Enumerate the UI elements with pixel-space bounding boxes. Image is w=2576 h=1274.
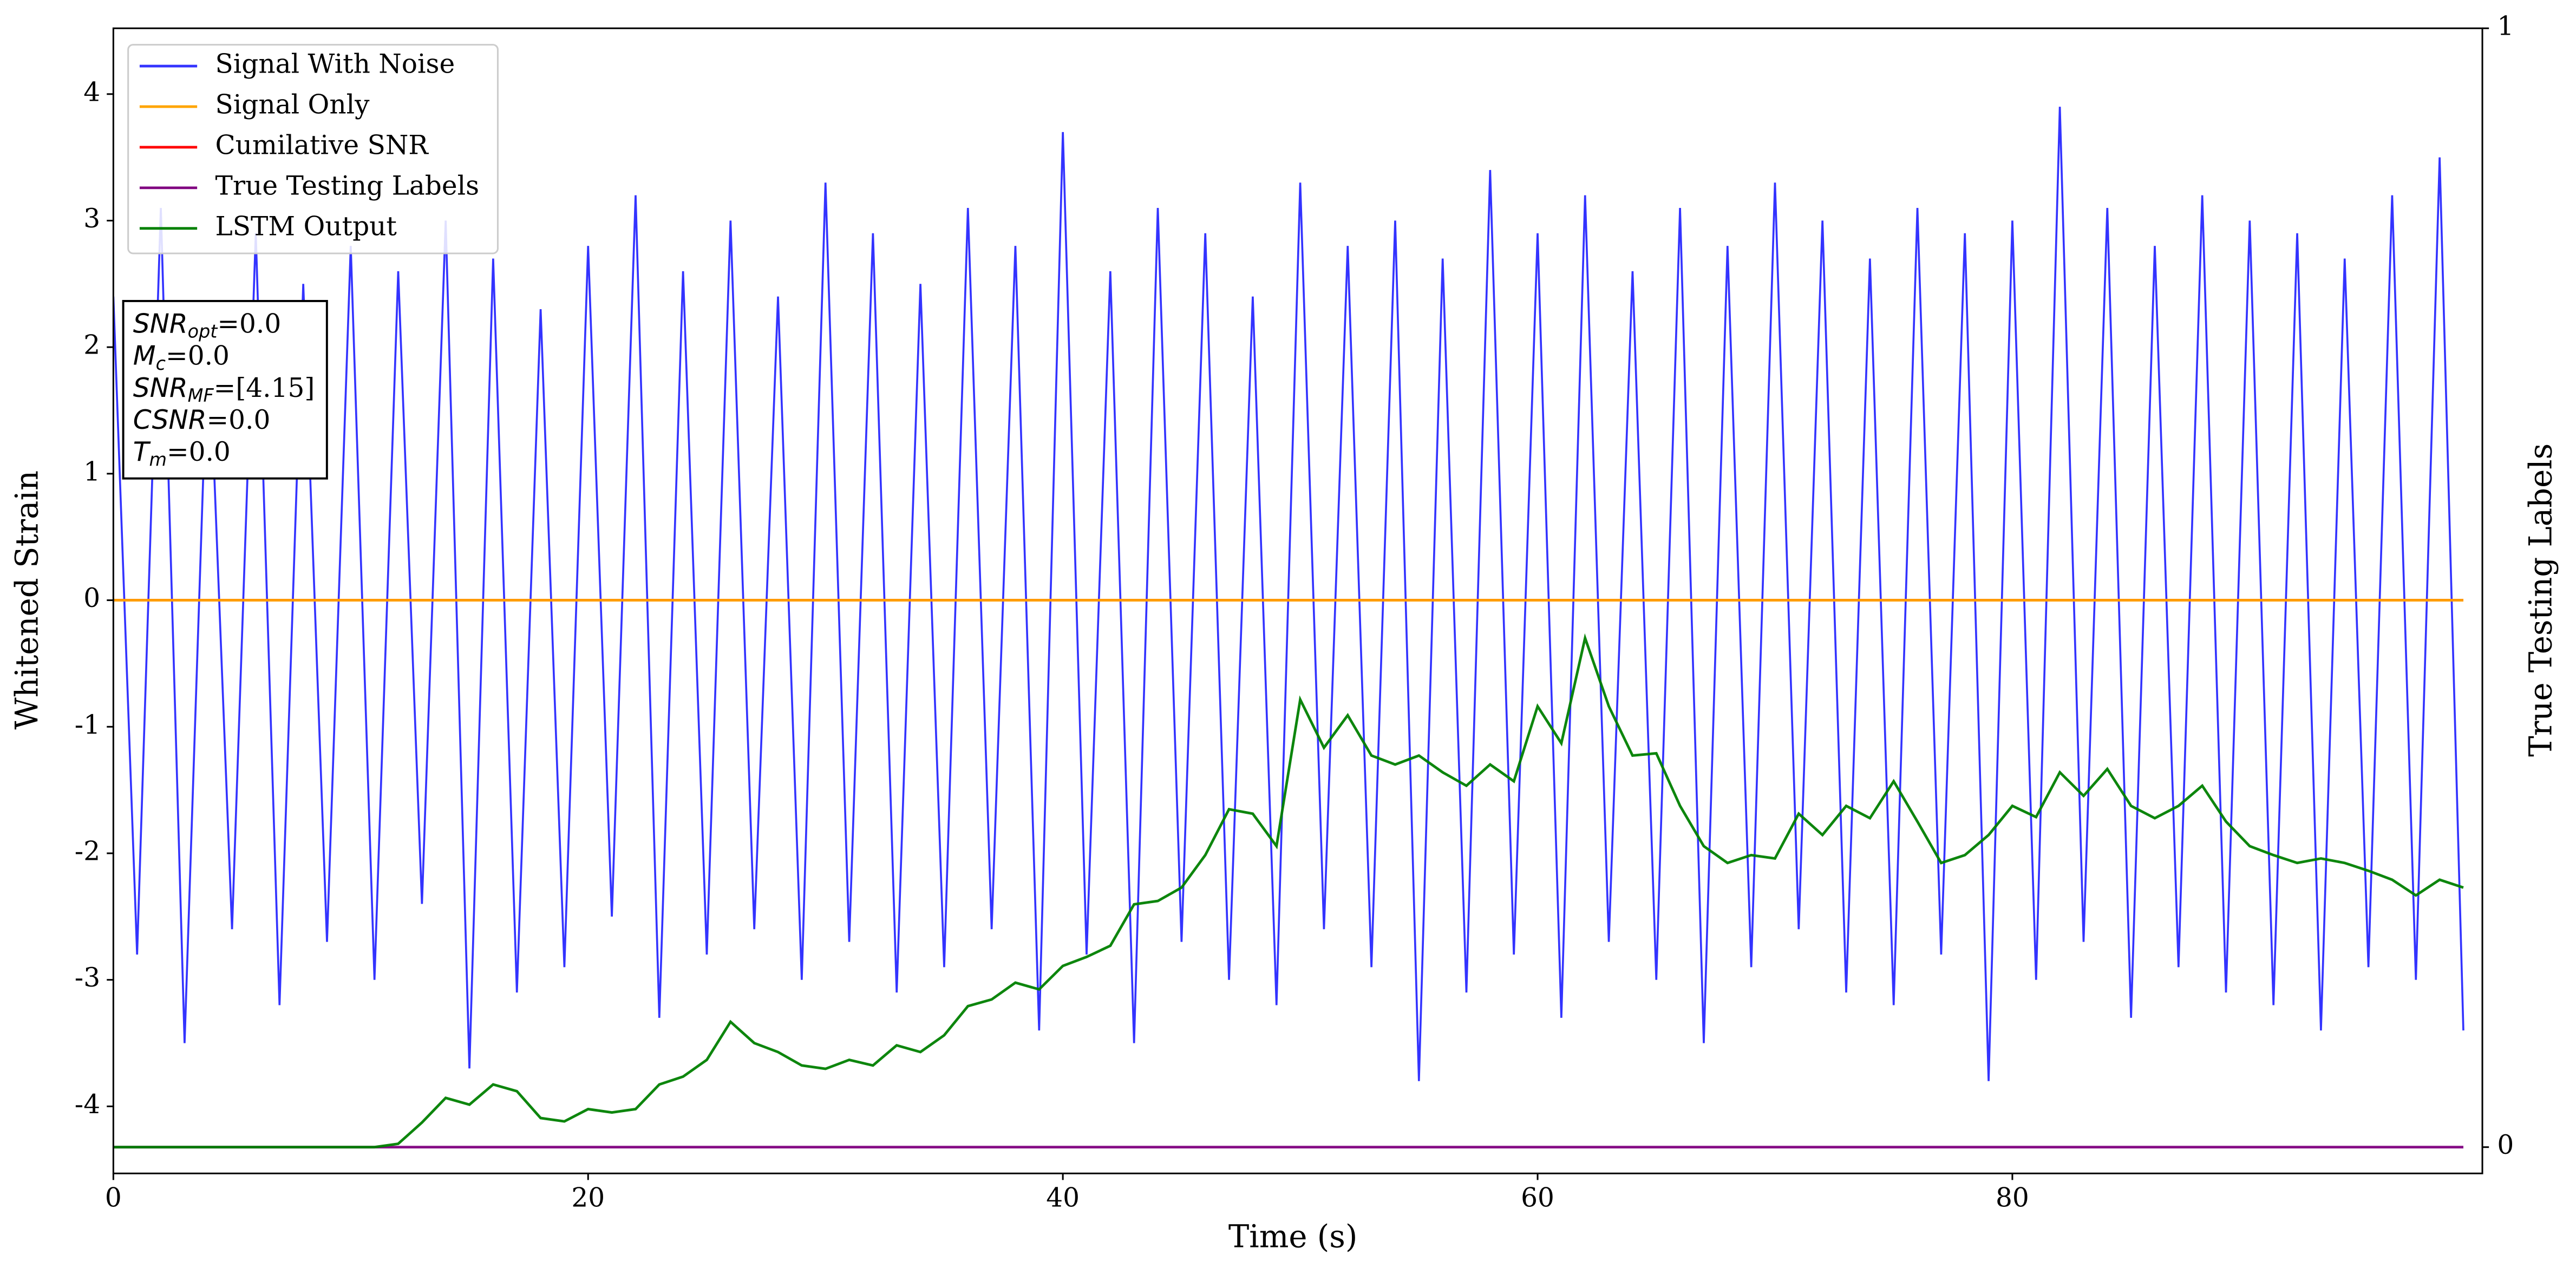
y2-axis-label: True Testing Labels (2522, 443, 2559, 757)
y-tick-label: -4 (75, 1089, 100, 1120)
y-tick-label: -3 (75, 963, 100, 993)
annotation-base: SNR (133, 309, 188, 339)
annotation-sub: c (156, 352, 166, 374)
y-tick-label: 4 (83, 77, 100, 107)
legend-label: Signal With Noise (215, 49, 455, 80)
y2-tick-label: 0 (2497, 1130, 2514, 1160)
x-tick-label: 40 (1046, 1182, 1080, 1213)
annotation-sub: opt (188, 321, 219, 342)
x-tick-label: 60 (1521, 1182, 1554, 1213)
y-tick-label: -2 (75, 836, 100, 866)
annotation-line: Tm=0.0 (133, 437, 231, 470)
x-axis-label: Time (s) (1228, 1218, 1358, 1255)
annotation-text: =0.0 (166, 341, 230, 371)
y-tick-label: 3 (83, 204, 100, 234)
annotation-base: CSNR (133, 405, 207, 435)
series-line (113, 107, 2464, 1081)
annotation-text: =0.0 (206, 404, 270, 435)
y-axis-label: Whitened Strain (9, 471, 45, 730)
annotation-sub: MF (188, 384, 214, 406)
annotation-sub: m (149, 449, 167, 470)
y-tick-label: 0 (83, 583, 100, 613)
annotation-text: =0.0 (217, 309, 281, 339)
annotation-line: CSNR=0.0 (133, 404, 271, 435)
annotation-base: T (133, 437, 151, 467)
y-tick-label: 2 (83, 330, 100, 361)
annotation-box: SNRopt=0.0Mc=0.0SNRMF=[4.15]CSNR=0.0Tm=0… (122, 299, 328, 480)
legend-label: Signal Only (215, 89, 370, 120)
plot-lines (113, 107, 2464, 1149)
annotation-base: M (133, 341, 156, 371)
y2-tick-label: 1 (2497, 11, 2514, 42)
annotation-text: =[4.15] (214, 373, 315, 403)
legend: Signal With Noise Signal Only Cumilative S… (127, 44, 499, 254)
annotation-base: SNR (133, 373, 188, 403)
annotation-line: SNRMF=[4.15] (133, 373, 315, 406)
y-tick-label: 1 (83, 456, 100, 487)
legend-label: True Testing Labels (215, 171, 480, 201)
annotation-text: =0.0 (167, 437, 231, 467)
legend-box (127, 44, 499, 254)
annotation-line: SNRopt=0.0 (133, 309, 281, 342)
annotation-frame (122, 299, 328, 480)
annotation-line: Mc=0.0 (133, 341, 230, 374)
x-tick-label: 0 (105, 1182, 122, 1213)
series-line (113, 633, 2464, 1149)
x-tick-label: 80 (1996, 1182, 2029, 1213)
x-tick-label: 20 (571, 1182, 605, 1213)
legend-label: LSTM Output (215, 211, 397, 241)
legend-label: Cumilative SNR (215, 130, 429, 160)
y-tick-label: -1 (75, 710, 100, 740)
